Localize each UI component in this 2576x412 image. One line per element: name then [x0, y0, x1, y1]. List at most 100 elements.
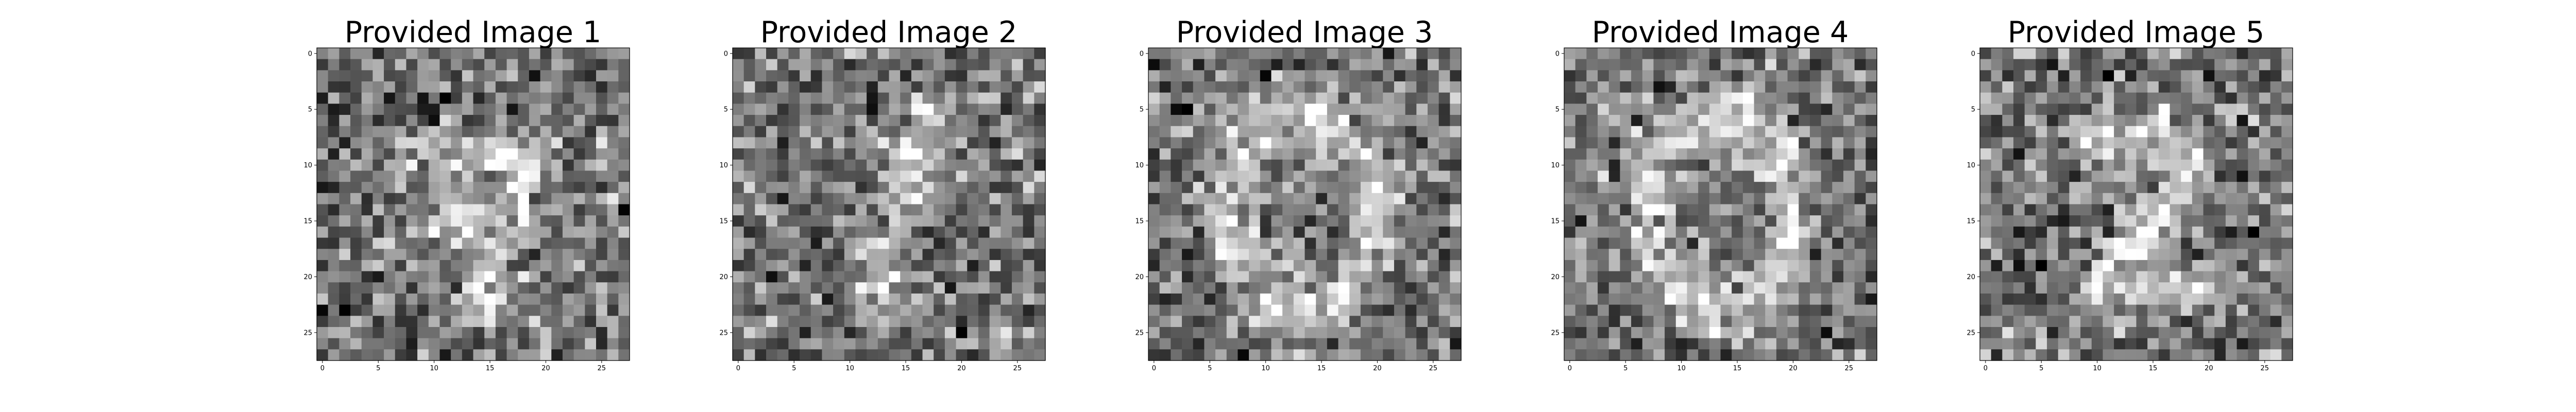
heatmap-cell [743, 182, 755, 194]
heatmap-cell [1271, 48, 1283, 60]
heatmap-cell [1011, 137, 1024, 149]
heatmap-cell [1249, 293, 1261, 305]
heatmap-cell [2013, 293, 2025, 305]
heatmap-cell [2181, 338, 2193, 350]
heatmap-cell [1293, 70, 1306, 82]
heatmap-cell [1171, 182, 1182, 194]
heatmap-cell [810, 137, 823, 149]
heatmap-cell [2270, 304, 2282, 316]
heatmap-cell [1034, 193, 1046, 205]
heatmap-cell [1001, 249, 1012, 261]
heatmap-cell [1575, 182, 1587, 194]
heatmap-cell [2002, 59, 2014, 71]
heatmap-cell [1653, 249, 1665, 261]
heatmap-cell [1709, 349, 1721, 361]
heatmap-cell [2270, 215, 2282, 227]
heatmap-cell [350, 115, 362, 127]
heatmap-cell [956, 271, 968, 283]
heatmap-cell [1787, 338, 1799, 350]
heatmap-cell [1034, 59, 1046, 71]
heatmap-cell [573, 204, 585, 216]
heatmap-cell [395, 59, 407, 71]
heatmap-cell [1349, 59, 1361, 71]
heatmap-cell [1450, 226, 1462, 238]
heatmap-cell [2091, 115, 2104, 127]
heatmap-cell [1787, 237, 1799, 249]
heatmap-cell [1832, 293, 1844, 305]
heatmap-cell [417, 137, 429, 149]
heatmap-cell [395, 81, 407, 93]
y-tick-label: 25 [1967, 329, 1975, 337]
heatmap-cell [2192, 249, 2204, 261]
heatmap-cell [1720, 215, 1732, 227]
heatmap-cell [428, 159, 440, 171]
heatmap-cell [1754, 316, 1766, 328]
heatmap-cell [2170, 70, 2181, 82]
heatmap-cell [1171, 338, 1182, 350]
heatmap-cell [372, 260, 384, 272]
heatmap-cell [2170, 327, 2181, 339]
heatmap-cell [777, 271, 789, 283]
heatmap-cell [1991, 249, 2003, 261]
heatmap-cell [596, 182, 608, 194]
heatmap-cell [406, 293, 418, 305]
heatmap-cell [788, 282, 800, 294]
heatmap-cell [2069, 137, 2081, 149]
heatmap-cell [2114, 148, 2126, 160]
heatmap-cell [1653, 81, 1665, 93]
heatmap-cell [1327, 81, 1339, 93]
heatmap-cell [1787, 70, 1799, 82]
heatmap-cell [1787, 349, 1799, 361]
heatmap-cell [540, 193, 552, 205]
heatmap-cell [2270, 237, 2282, 249]
heatmap-cell [596, 92, 608, 104]
heatmap-cell [529, 327, 541, 339]
heatmap-cell [1405, 159, 1417, 171]
heatmap-cell [1260, 293, 1272, 305]
heatmap-cell [1159, 148, 1171, 160]
heatmap-cell [1193, 260, 1205, 272]
heatmap-cell [788, 159, 800, 171]
heatmap-cell [2281, 226, 2293, 238]
heatmap-cell [2158, 137, 2171, 149]
heatmap-cell [855, 48, 867, 60]
heatmap-cell [2259, 115, 2271, 127]
heatmap-cell [2181, 70, 2193, 82]
heatmap-cell [1564, 59, 1576, 71]
heatmap-cell [2036, 349, 2047, 361]
heatmap-cell [506, 338, 518, 350]
heatmap-cell [1204, 327, 1216, 339]
heatmap-cell [1349, 148, 1361, 160]
heatmap-cell [1011, 104, 1024, 115]
heatmap-cell [618, 338, 630, 350]
heatmap-cell [1854, 59, 1866, 71]
heatmap-cell [339, 115, 351, 127]
heatmap-cell [596, 215, 608, 227]
heatmap-cell [1438, 137, 1450, 149]
heatmap-cell [1809, 316, 1822, 328]
heatmap-cell [596, 338, 608, 350]
heatmap-cell [2024, 338, 2036, 350]
heatmap-cell [810, 48, 823, 60]
heatmap-cell [1011, 193, 1024, 205]
heatmap-cell [317, 70, 329, 82]
heatmap-cell [585, 59, 597, 71]
heatmap-cell [1204, 215, 1216, 227]
heatmap-cell [2147, 338, 2159, 350]
heatmap-cell [1620, 260, 1632, 272]
heatmap-cell [1980, 182, 1992, 194]
heatmap-cell [406, 249, 418, 261]
heatmap-cell [2259, 159, 2271, 171]
heatmap-cell [1215, 137, 1227, 149]
heatmap-cell [2170, 226, 2181, 238]
heatmap-cell [1698, 226, 1710, 238]
heatmap-cell [1832, 148, 1844, 160]
heatmap-cell [1799, 193, 1810, 205]
heatmap-cell [2248, 59, 2260, 71]
heatmap-cell [462, 349, 474, 361]
heatmap-cell [1980, 327, 1992, 339]
heatmap-cell [2170, 193, 2181, 205]
heatmap-cell [733, 304, 744, 316]
heatmap-cell [743, 170, 755, 182]
